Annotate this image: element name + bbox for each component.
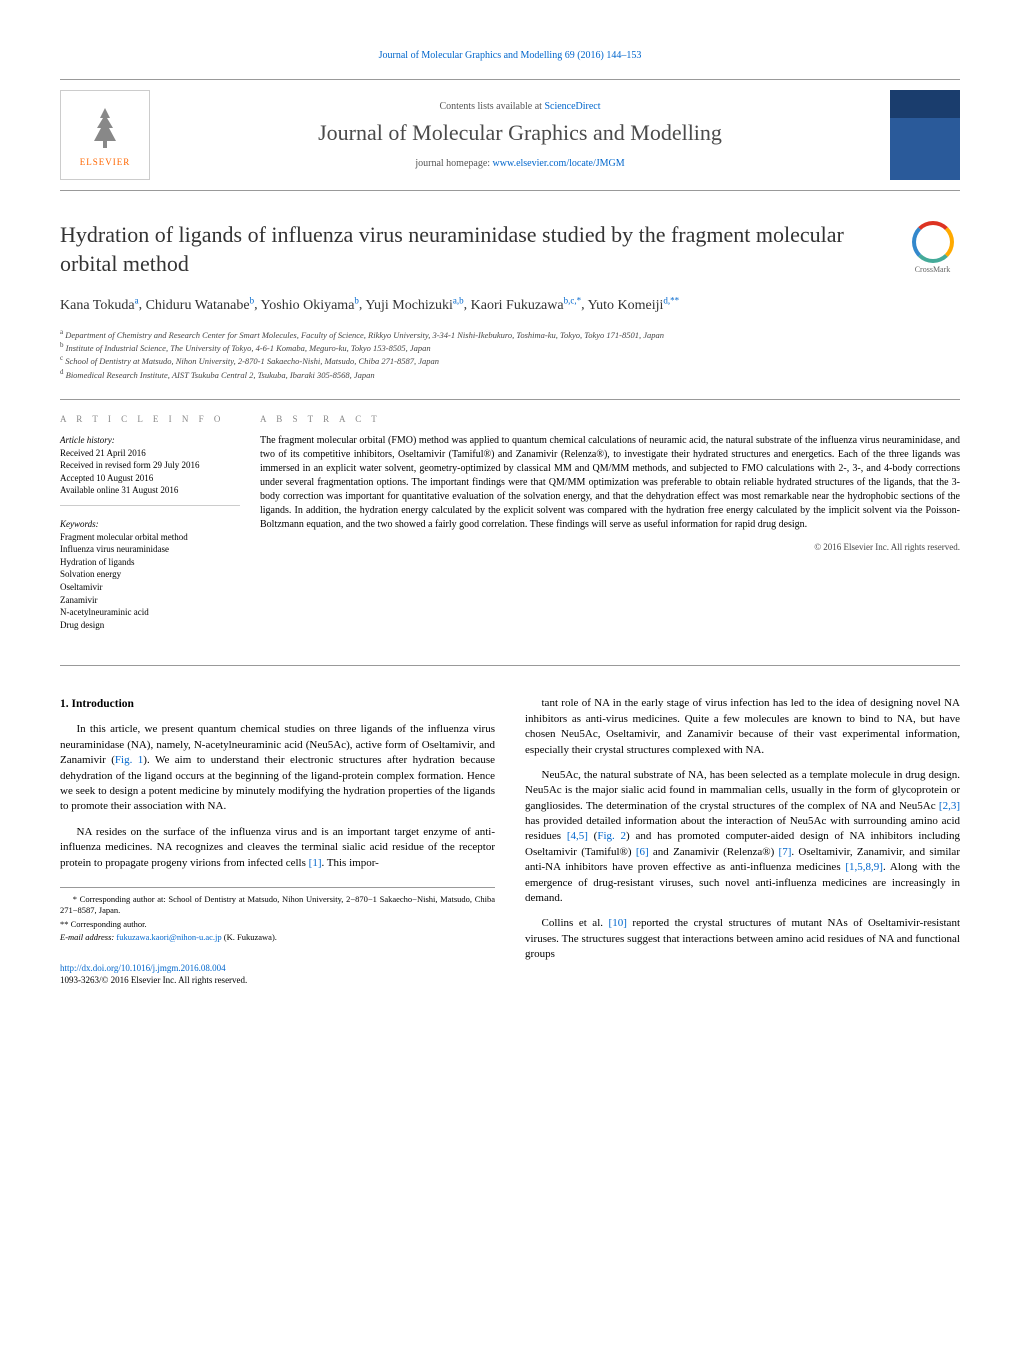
keywords-label: Keywords: [60, 518, 240, 531]
body-paragraph: Collins et al. [10] reported the crystal… [525, 916, 960, 962]
author: Yuji Mochizukia,b [365, 298, 463, 313]
keyword: Drug design [60, 619, 240, 632]
affiliation: a Department of Chemistry and Research C… [60, 328, 960, 341]
keyword: Fragment molecular orbital method [60, 531, 240, 544]
affiliation: d Biomedical Research Institute, AIST Ts… [60, 368, 960, 381]
article-info: a r t i c l e i n f o Article history: R… [60, 414, 260, 651]
history-line: Accepted 10 August 2016 [60, 472, 240, 485]
footnotes: * Corresponding author at: School of Den… [60, 887, 495, 944]
history-line: Received 21 April 2016 [60, 447, 240, 460]
homepage-link[interactable]: www.elsevier.com/locate/JMGM [493, 158, 625, 169]
abstract-col: a b s t r a c t The fragment molecular o… [260, 414, 960, 651]
intro-heading: 1. Introduction [60, 696, 495, 712]
info-abstract-row: a r t i c l e i n f o Article history: R… [60, 399, 960, 666]
info-heading: a r t i c l e i n f o [60, 414, 240, 424]
body-paragraph: NA resides on the surface of the influen… [60, 825, 495, 871]
body-paragraph: In this article, we present quantum chem… [60, 722, 495, 814]
title-row: Hydration of ligands of influenza virus … [60, 221, 960, 278]
homepage-prefix: journal homepage: [415, 158, 492, 169]
contents-line: Contents lists available at ScienceDirec… [164, 101, 876, 112]
keywords-block: Keywords: Fragment molecular orbital met… [60, 518, 240, 639]
running-head: Journal of Molecular Graphics and Modell… [60, 50, 960, 61]
article-title: Hydration of ligands of influenza virus … [60, 221, 885, 278]
sciencedirect-link[interactable]: ScienceDirect [544, 101, 600, 112]
keyword: N-acetylneuraminic acid [60, 606, 240, 619]
author: Yuto Komeijid,** [588, 298, 680, 313]
left-column: 1. Introduction In this article, we pres… [60, 696, 495, 987]
masthead-center: Contents lists available at ScienceDirec… [150, 101, 890, 169]
keyword: Influenza virus neuraminidase [60, 543, 240, 556]
journal-name: Journal of Molecular Graphics and Modell… [164, 120, 876, 146]
corr1: * Corresponding author at: School of Den… [60, 894, 495, 917]
elsevier-logo: ELSEVIER [60, 90, 150, 180]
doi-block: http://dx.doi.org/10.1016/j.jmgm.2016.08… [60, 962, 495, 987]
authors-line: Kana Tokudaa, Chiduru Watanabeb, Yoshio … [60, 294, 960, 316]
crossmark-label: CrossMark [905, 265, 960, 274]
abstract-copyright: © 2016 Elsevier Inc. All rights reserved… [260, 542, 960, 552]
keyword: Zanamivir [60, 594, 240, 607]
crossmark-badge[interactable]: CrossMark [905, 221, 960, 274]
author: Kana Tokudaa [60, 298, 139, 313]
keyword: Hydration of ligands [60, 556, 240, 569]
affiliation: c School of Dentistry at Matsudo, Nihon … [60, 354, 960, 367]
right-column: tant role of NA in the early stage of vi… [525, 696, 960, 987]
page: Journal of Molecular Graphics and Modell… [0, 0, 1020, 1027]
author: Kaori Fukuzawab,c,* [471, 298, 581, 313]
author: Chiduru Watanabeb [146, 298, 254, 313]
abstract-text: The fragment molecular orbital (FMO) met… [260, 434, 960, 532]
contents-prefix: Contents lists available at [439, 101, 544, 112]
author: Yoshio Okiyamab [261, 298, 359, 313]
history-label: Article history: [60, 434, 240, 447]
body-columns: 1. Introduction In this article, we pres… [60, 696, 960, 987]
body-paragraph: Neu5Ac, the natural substrate of NA, has… [525, 768, 960, 907]
history-line: Received in revised form 29 July 2016 [60, 459, 240, 472]
keyword: Oseltamivir [60, 581, 240, 594]
body-paragraph: tant role of NA in the early stage of vi… [525, 696, 960, 758]
keyword: Solvation energy [60, 568, 240, 581]
email-link[interactable]: fukuzawa.kaori@nihon-u.ac.jp [116, 932, 221, 942]
crossmark-icon [912, 221, 954, 263]
affiliations: a Department of Chemistry and Research C… [60, 328, 960, 381]
masthead: ELSEVIER Contents lists available at Sci… [60, 79, 960, 191]
journal-homepage: journal homepage: www.elsevier.com/locat… [164, 158, 876, 169]
abstract-heading: a b s t r a c t [260, 414, 960, 424]
affiliation: b Institute of Industrial Science, The U… [60, 341, 960, 354]
issn-line: 1093-3263/© 2016 Elsevier Inc. All right… [60, 975, 247, 985]
history-block: Article history: Received 21 April 2016R… [60, 434, 240, 506]
email-line: E-mail address: fukuzawa.kaori@nihon-u.a… [60, 932, 495, 943]
history-line: Available online 31 August 2016 [60, 484, 240, 497]
doi-link[interactable]: http://dx.doi.org/10.1016/j.jmgm.2016.08… [60, 963, 226, 973]
journal-cover-thumb [890, 90, 960, 180]
elsevier-label: ELSEVIER [80, 157, 131, 167]
tree-icon [80, 103, 130, 153]
corr2: ** Corresponding author. [60, 919, 495, 930]
